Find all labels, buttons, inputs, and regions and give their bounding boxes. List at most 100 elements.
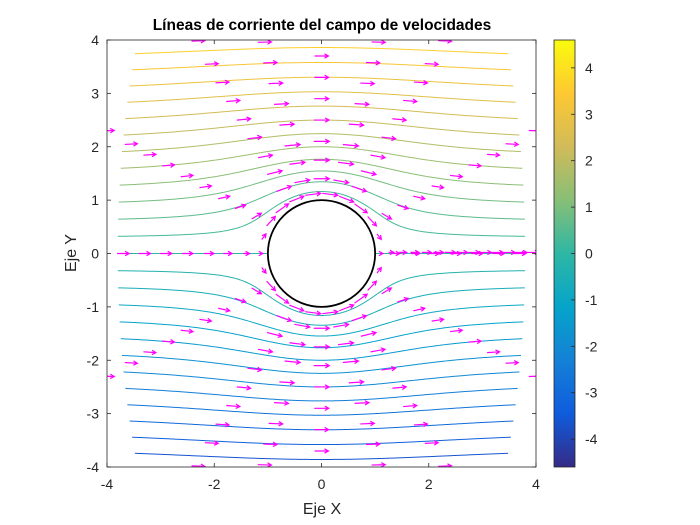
velocity-arrow bbox=[381, 287, 393, 295]
velocity-arrow bbox=[204, 61, 220, 67]
velocity-arrow bbox=[276, 184, 293, 192]
velocity-arrow bbox=[376, 266, 383, 274]
colorbar-tick-label: -1 bbox=[585, 292, 598, 308]
velocity-arrow bbox=[289, 160, 307, 166]
velocity-arrow bbox=[313, 138, 331, 145]
velocity-arrow bbox=[360, 420, 376, 427]
streamline bbox=[121, 354, 522, 374]
velocity-arrow bbox=[257, 348, 274, 354]
x-ticks: -4 -2 0 2 4 bbox=[101, 40, 540, 492]
velocity-arrow bbox=[247, 366, 263, 373]
velocity-arrow bbox=[247, 134, 263, 141]
velocity-arrow bbox=[354, 203, 369, 214]
y-tick-label: -4 bbox=[87, 459, 100, 475]
velocity-arrow bbox=[274, 101, 290, 107]
velocity-arrow bbox=[226, 98, 242, 104]
streamline bbox=[125, 105, 518, 120]
streamline bbox=[117, 270, 526, 316]
velocity-arrow bbox=[456, 249, 469, 256]
velocity-arrow bbox=[161, 339, 176, 345]
velocity-arrow bbox=[392, 384, 408, 390]
streamline bbox=[125, 387, 518, 402]
velocity-arrow bbox=[487, 152, 501, 158]
velocity-arrow bbox=[505, 360, 520, 366]
velocity-arrow bbox=[376, 233, 383, 241]
velocity-arrow bbox=[348, 122, 365, 128]
velocity-arrow bbox=[354, 293, 369, 304]
velocity-arrow bbox=[351, 185, 368, 193]
velocity-arrow bbox=[181, 250, 195, 257]
velocity-arrow bbox=[468, 162, 483, 169]
velocity-arrow bbox=[261, 267, 267, 275]
velocity-arrow bbox=[342, 142, 360, 149]
colorbar-tick-label: -3 bbox=[585, 385, 598, 401]
streamline bbox=[127, 404, 516, 416]
streamline bbox=[118, 181, 525, 220]
streamline bbox=[118, 170, 525, 203]
velocity-arrow bbox=[289, 195, 305, 203]
streamline bbox=[119, 321, 524, 349]
streamline bbox=[132, 436, 511, 446]
velocity-arrow bbox=[313, 157, 331, 163]
velocity-arrow bbox=[505, 141, 520, 147]
streamline bbox=[132, 61, 511, 71]
streamline bbox=[118, 287, 525, 326]
velocity-arrow bbox=[365, 60, 382, 66]
x-axis-label: Eje X bbox=[303, 501, 342, 518]
velocity-arrow bbox=[378, 250, 385, 257]
velocity-arrow bbox=[360, 330, 378, 337]
velocity-arrow bbox=[360, 80, 376, 87]
colorbar-tick-label: -4 bbox=[585, 431, 598, 447]
y-tick-label: 3 bbox=[91, 85, 99, 101]
velocity-arrow bbox=[117, 250, 131, 257]
velocity-arrow bbox=[367, 280, 378, 291]
velocity-arrow bbox=[399, 249, 408, 256]
velocity-arrow bbox=[421, 249, 433, 256]
velocity-arrow bbox=[289, 341, 307, 347]
velocity-arrow bbox=[268, 80, 284, 86]
velocity-arrow bbox=[305, 310, 322, 316]
y-tick-label: -1 bbox=[87, 299, 100, 315]
streamline bbox=[119, 158, 524, 186]
velocity-arrow bbox=[371, 462, 387, 467]
velocity-arrow bbox=[138, 250, 152, 257]
velocity-arrow bbox=[289, 304, 305, 312]
velocity-arrow bbox=[204, 440, 220, 446]
velocity-arrow bbox=[266, 331, 284, 338]
streamline bbox=[118, 304, 525, 337]
velocity-arrow bbox=[305, 191, 322, 197]
velocity-arrow bbox=[413, 79, 429, 86]
velocity-arrow bbox=[314, 426, 330, 433]
velocity-arrow bbox=[367, 216, 378, 227]
x-tick-label: -4 bbox=[101, 476, 114, 492]
velocity-arrow bbox=[370, 154, 387, 160]
velocity-arrow bbox=[381, 212, 393, 220]
velocity-arrow bbox=[322, 309, 340, 315]
colorbar-ticks: 4 3 2 1 0 -1 -2 -3 -4 bbox=[571, 60, 598, 447]
velocity-arrow bbox=[444, 249, 457, 256]
velocity-arrow bbox=[388, 249, 396, 256]
velocity-arrow bbox=[107, 373, 116, 380]
velocity-arrow bbox=[438, 40, 453, 44]
velocity-arrow bbox=[263, 441, 279, 448]
velocity-arrow bbox=[313, 384, 331, 390]
velocity-arrow bbox=[449, 173, 464, 180]
velocity-arrow bbox=[313, 117, 331, 123]
velocity-arrow bbox=[338, 195, 355, 204]
velocity-arrow bbox=[360, 170, 378, 177]
velocity-arrow bbox=[218, 194, 231, 200]
velocity-arrow bbox=[234, 203, 247, 210]
velocity-arrow bbox=[313, 325, 331, 331]
x-tick-label: 4 bbox=[532, 476, 540, 492]
velocity-arrow bbox=[337, 340, 355, 346]
velocity-arrow bbox=[258, 250, 265, 257]
velocity-arrow bbox=[449, 327, 464, 334]
velocity-arrow bbox=[257, 40, 273, 45]
x-tick-label: -2 bbox=[208, 476, 221, 492]
chart-title: Líneas de corriente del campo de velocid… bbox=[153, 17, 492, 34]
velocity-arrow bbox=[354, 101, 371, 107]
velocity-arrow bbox=[314, 95, 331, 102]
velocity-arrow bbox=[431, 184, 445, 190]
colorbar-tick-label: -2 bbox=[585, 338, 598, 354]
